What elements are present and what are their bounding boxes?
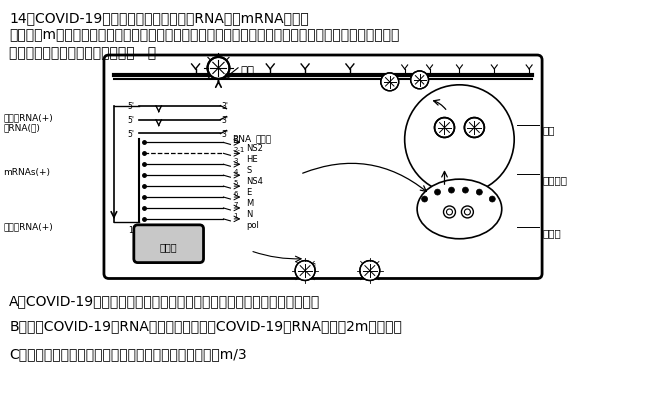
Text: E: E: [247, 188, 252, 197]
Circle shape: [462, 188, 468, 193]
Text: 细胞核: 细胞核: [160, 241, 177, 251]
Text: －RNA(－): －RNA(－): [3, 123, 41, 132]
Text: 囊泡: 囊泡: [542, 125, 555, 135]
Text: B．一个COVID-19的RNA分子复制出一个新COVID-19的RNA约需要2m个核苷酸: B．一个COVID-19的RNA分子复制出一个新COVID-19的RNA约需要2…: [9, 319, 402, 333]
Text: 核酸: 核酸: [304, 261, 316, 271]
Text: 3': 3': [222, 116, 228, 125]
Text: RNA: RNA: [232, 135, 252, 144]
Text: mRNAs(+): mRNAs(+): [3, 168, 50, 177]
Text: 关于该病毒的叙述，不正确的是（   ）: 关于该病毒的叙述，不正确的是（ ）: [9, 46, 156, 60]
Text: 7: 7: [233, 202, 238, 207]
Circle shape: [381, 74, 399, 92]
Circle shape: [464, 118, 485, 138]
Text: 高尔基体: 高尔基体: [542, 175, 567, 185]
Circle shape: [411, 72, 428, 90]
Circle shape: [207, 58, 230, 80]
FancyBboxPatch shape: [104, 56, 542, 279]
Text: 2-1: 2-1: [233, 147, 245, 153]
Text: 内质网: 内质网: [542, 227, 561, 237]
Circle shape: [489, 197, 495, 202]
Text: 1: 1: [233, 212, 238, 218]
Text: A．COVID-19几乎只感染肺部细胞是因为侵入细胞必需要与特定的受体结合: A．COVID-19几乎只感染肺部细胞是因为侵入细胞必需要与特定的受体结合: [9, 294, 320, 308]
Text: C．该病毒基因所控制合成最长多肽链的氨基酸数不超过m/3: C．该病毒基因所控制合成最长多肽链的氨基酸数不超过m/3: [9, 346, 247, 360]
Text: 受体: 受体: [241, 65, 254, 78]
Text: S: S: [247, 166, 252, 175]
Circle shape: [295, 261, 315, 281]
Text: 6: 6: [233, 191, 238, 197]
Text: 5': 5': [128, 130, 135, 139]
Text: 3': 3': [222, 130, 228, 139]
Text: 3: 3: [233, 158, 238, 164]
Circle shape: [405, 85, 514, 195]
FancyBboxPatch shape: [134, 225, 203, 263]
Circle shape: [422, 197, 428, 202]
Text: 同），含m个碱基。该病毒在感染的细胞胞质中复制、装配，以出芽方式释放，其增殖过程如下图所示。: 同），含m个碱基。该病毒在感染的细胞胞质中复制、装配，以出芽方式释放，其增殖过程…: [9, 28, 400, 42]
Text: N: N: [247, 209, 252, 218]
Circle shape: [434, 190, 441, 196]
Text: pol: pol: [247, 220, 259, 229]
Circle shape: [360, 261, 380, 281]
Text: NS2: NS2: [247, 144, 263, 153]
Text: 3': 3': [222, 102, 228, 111]
Text: 4: 4: [233, 169, 238, 175]
Text: 5': 5': [128, 102, 135, 111]
Text: 1': 1': [128, 226, 135, 235]
Text: 14．COVID-19病毒的基因组为单股正链RNA（与mRNA序列相: 14．COVID-19病毒的基因组为单股正链RNA（与mRNA序列相: [9, 11, 309, 25]
Ellipse shape: [417, 180, 502, 239]
Text: M: M: [247, 198, 254, 207]
Circle shape: [476, 190, 483, 196]
Text: 5: 5: [233, 180, 238, 186]
Text: 2: 2: [233, 136, 238, 142]
Circle shape: [443, 207, 455, 218]
Text: 基因组RNA(+): 基因组RNA(+): [3, 113, 53, 122]
Circle shape: [449, 188, 455, 193]
Text: HE: HE: [247, 155, 258, 164]
Circle shape: [462, 207, 473, 218]
Circle shape: [434, 118, 455, 138]
Text: 基因组RNA(+): 基因组RNA(+): [3, 221, 53, 230]
Text: 3': 3': [148, 226, 156, 235]
Text: NS4: NS4: [247, 177, 263, 186]
Text: 蛋白质: 蛋白质: [255, 135, 271, 144]
Text: 5': 5': [128, 116, 135, 125]
